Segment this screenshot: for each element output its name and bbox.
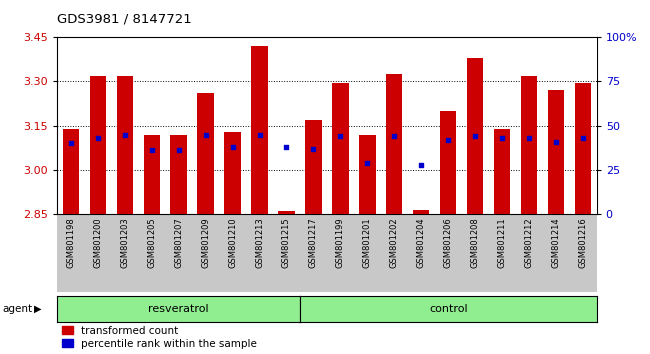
Legend: transformed count, percentile rank within the sample: transformed count, percentile rank withi… <box>62 326 257 349</box>
Bar <box>224 132 240 214</box>
Bar <box>90 75 106 214</box>
Point <box>66 141 76 146</box>
Bar <box>170 135 187 214</box>
Text: GDS3981 / 8147721: GDS3981 / 8147721 <box>57 12 192 25</box>
Bar <box>548 90 564 214</box>
Point <box>443 137 454 143</box>
Text: control: control <box>429 304 467 314</box>
Bar <box>252 46 268 214</box>
Point <box>200 132 211 137</box>
Point <box>578 135 588 141</box>
Bar <box>62 129 79 214</box>
Bar <box>278 211 294 214</box>
Text: ▶: ▶ <box>34 304 42 314</box>
Point <box>470 133 480 139</box>
Bar <box>467 58 484 214</box>
Bar <box>359 135 376 214</box>
Point <box>308 146 318 152</box>
Point <box>497 135 508 141</box>
Bar <box>332 83 348 214</box>
Bar <box>198 93 214 214</box>
Point <box>389 133 400 139</box>
Text: agent: agent <box>2 304 32 314</box>
Point <box>281 144 292 150</box>
Bar <box>116 75 133 214</box>
Bar <box>413 210 430 214</box>
Bar <box>144 135 160 214</box>
Bar <box>521 75 538 214</box>
Bar <box>440 111 456 214</box>
Point <box>227 144 238 150</box>
Bar <box>575 83 592 214</box>
Text: resveratrol: resveratrol <box>148 304 209 314</box>
Point <box>362 160 372 166</box>
Point <box>551 139 562 144</box>
Bar <box>494 129 510 214</box>
Point <box>416 162 426 167</box>
Point <box>524 135 534 141</box>
Bar <box>386 74 402 214</box>
Bar <box>306 120 322 214</box>
Point <box>146 148 157 153</box>
Point <box>120 132 130 137</box>
Point <box>335 133 346 139</box>
Point <box>174 148 184 153</box>
Point <box>254 132 265 137</box>
Point <box>92 135 103 141</box>
